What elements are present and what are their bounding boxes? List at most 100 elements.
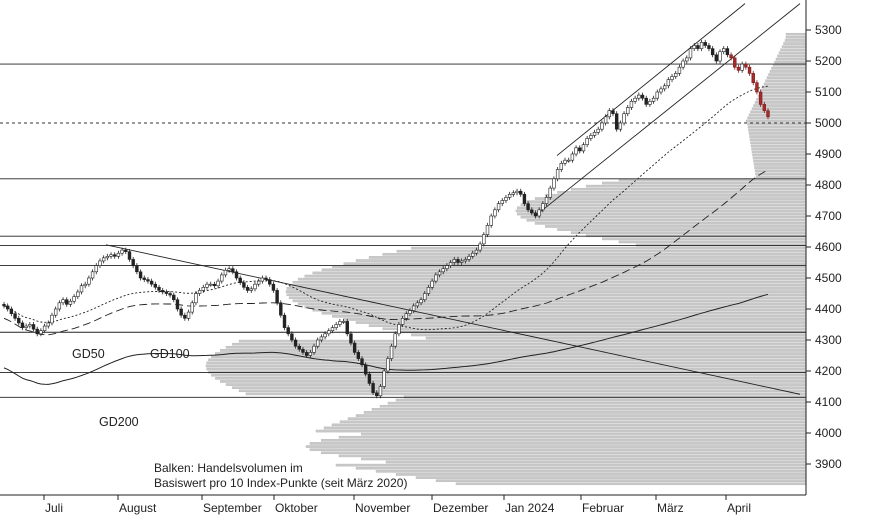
volume-bar (225, 383, 807, 386)
volume-bar (754, 101, 807, 104)
x-tick-label: September (203, 501, 262, 515)
candle-body (692, 45, 696, 49)
y-tick-label: 4900 (815, 147, 842, 161)
candle-body (352, 342, 357, 353)
candle-body (101, 257, 106, 262)
volume-bar (765, 79, 807, 83)
candle-body (755, 82, 759, 93)
candle-body (186, 311, 191, 319)
gd200-line (3, 293, 769, 385)
candle-body (61, 299, 65, 304)
note-line-2: Basiswert pro 10 Index-Punkte (seit März… (154, 476, 407, 490)
candle-body (94, 265, 98, 273)
candle-body (662, 85, 667, 90)
candle-body (205, 283, 209, 288)
moving-averages (3, 85, 769, 385)
volume-bar (762, 85, 807, 89)
candle-body (637, 94, 641, 99)
volume-bar (557, 191, 807, 194)
candle-body (710, 48, 715, 56)
y-tick-label: 4600 (815, 240, 842, 254)
candle-body (640, 94, 645, 99)
annotations: GD50 GD100 GD200 Balken: Handelsvolumen … (72, 347, 407, 490)
candle-body (559, 163, 564, 170)
gd50-label: GD50 (72, 347, 105, 361)
candle-body (297, 345, 301, 350)
volume-bar (312, 308, 807, 312)
candle-body (434, 274, 438, 282)
volume-bar (780, 48, 807, 52)
volume-bar (601, 181, 807, 185)
volume-bar (570, 231, 807, 234)
candle-body (725, 48, 730, 56)
volume-bar (526, 200, 807, 203)
candle-body (397, 324, 401, 335)
volume-bar (781, 45, 807, 48)
candle-body (740, 63, 744, 71)
candle-body (544, 197, 549, 204)
candle-body (39, 330, 43, 335)
candle-body (437, 271, 442, 276)
volume-bar (312, 271, 807, 275)
candle-body (607, 110, 611, 118)
candle-body (718, 51, 722, 62)
candle-body (659, 88, 663, 93)
candle-body (349, 333, 353, 344)
candle-body (79, 285, 84, 293)
y-tick-label: 5300 (815, 23, 842, 37)
candle-body (201, 286, 206, 291)
candle-body (68, 300, 73, 305)
candle-body (537, 209, 541, 217)
volume-bar (750, 144, 807, 148)
volume-bar (396, 249, 807, 253)
volume-bar (215, 352, 807, 355)
volume-bar (385, 460, 807, 464)
candle-body (504, 197, 508, 201)
volume-bar (517, 212, 807, 216)
volume-bar (749, 135, 807, 138)
volume-bar (355, 321, 807, 324)
candle-body (415, 302, 420, 307)
volume-bar (309, 442, 807, 445)
candle-body (308, 352, 313, 356)
candle-body (113, 254, 117, 257)
candle-body (53, 308, 58, 316)
x-tick-label: Oktober (275, 501, 318, 515)
candle-body (330, 327, 335, 332)
volume-bar (321, 311, 807, 315)
candle-body (622, 113, 626, 124)
candle-body (138, 271, 143, 279)
volume-bar (748, 113, 807, 117)
volume-bar (205, 364, 807, 368)
candle-body (57, 302, 62, 310)
candle-body (31, 324, 36, 330)
candle-body (633, 97, 637, 102)
volume-bar (435, 479, 807, 482)
candle-body (231, 268, 235, 273)
candle-body (256, 280, 261, 285)
candle-body (316, 339, 320, 347)
candle-body (319, 336, 324, 341)
volume-bar (387, 401, 807, 405)
candle-body (674, 73, 678, 77)
x-tick-label: März (657, 501, 684, 515)
volume-bar (343, 318, 807, 321)
volume-bar (783, 42, 807, 45)
candle-body (430, 280, 434, 288)
candle-body (482, 234, 486, 245)
candle-body (552, 178, 556, 189)
candle-body (367, 373, 372, 384)
volume-bar (232, 386, 807, 389)
volume-bar (754, 166, 807, 169)
volume-bar (601, 237, 807, 241)
candle-body (338, 321, 342, 325)
candle-body (197, 290, 202, 294)
candle-body (496, 203, 501, 211)
y-tick-label: 4000 (815, 426, 842, 440)
candle-body (98, 260, 102, 266)
candle-body (600, 122, 604, 130)
candle-body (120, 249, 124, 254)
candle-body (164, 291, 169, 294)
candle-body (519, 190, 523, 195)
